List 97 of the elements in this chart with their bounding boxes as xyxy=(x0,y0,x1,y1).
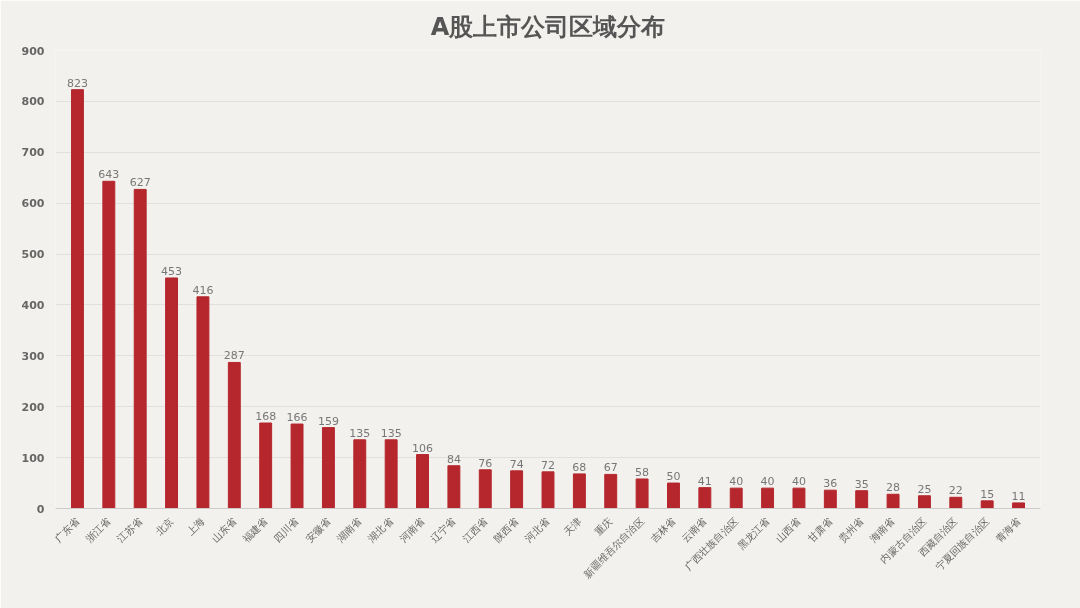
data-label: 643 xyxy=(98,168,120,182)
bar xyxy=(71,89,84,509)
bar xyxy=(635,478,649,509)
data-label: 40 xyxy=(791,475,806,489)
y-tick-label: 0 xyxy=(36,502,45,516)
bar xyxy=(949,496,963,509)
x-tick-label: 广东省 xyxy=(52,515,82,545)
data-label: 67 xyxy=(603,461,618,475)
bar xyxy=(980,500,994,509)
bar xyxy=(165,277,179,509)
x-tick-label: 湖北省 xyxy=(366,515,396,545)
y-tick-label: 300 xyxy=(21,349,45,363)
data-label: 58 xyxy=(635,465,650,479)
x-tick-label: 上海 xyxy=(184,515,207,538)
bar xyxy=(102,180,116,509)
bar xyxy=(478,469,492,509)
y-tick-label: 900 xyxy=(21,44,45,58)
y-tick-label: 700 xyxy=(21,146,45,160)
bar xyxy=(510,470,524,509)
data-label: 135 xyxy=(349,426,371,440)
data-label: 36 xyxy=(823,477,838,491)
bar xyxy=(321,427,335,509)
bar xyxy=(353,439,367,509)
y-tick-label: 200 xyxy=(21,400,45,414)
data-label: 453 xyxy=(161,264,183,278)
x-tick-label: 河北省 xyxy=(522,515,552,545)
bar xyxy=(572,473,586,509)
x-tick-label: 安徽省 xyxy=(303,515,333,545)
bar xyxy=(792,487,806,509)
x-tick-label: 北京 xyxy=(153,515,176,538)
x-tick-label: 甘肃省 xyxy=(805,515,835,545)
data-label: 72 xyxy=(541,458,555,472)
x-tick-label: 浙江省 xyxy=(83,515,113,545)
bar xyxy=(259,422,273,509)
bar xyxy=(196,296,210,509)
data-label: 76 xyxy=(478,456,493,470)
bar xyxy=(855,490,869,509)
data-label: 135 xyxy=(380,426,402,440)
bar xyxy=(133,188,147,509)
y-tick-label: 800 xyxy=(21,95,45,109)
y-tick-label: 500 xyxy=(21,248,45,262)
bar xyxy=(761,487,775,509)
bar xyxy=(541,471,555,509)
x-tick-label: 吉林省 xyxy=(648,515,678,545)
bar xyxy=(823,489,837,509)
y-tick-label: 600 xyxy=(21,197,45,211)
data-label: 68 xyxy=(572,460,587,474)
x-tick-label: 山西省 xyxy=(773,515,803,545)
data-label: 25 xyxy=(917,482,932,496)
x-tick-label: 四川省 xyxy=(271,515,301,545)
data-label: 287 xyxy=(223,349,245,363)
x-tick-label: 山东省 xyxy=(209,515,239,545)
bar xyxy=(917,495,931,509)
data-label: 50 xyxy=(666,470,681,484)
y-tick-label: 100 xyxy=(21,451,45,465)
bar xyxy=(698,487,712,509)
x-tick-label: 湖南省 xyxy=(334,515,364,545)
data-label: 159 xyxy=(317,414,339,428)
bar xyxy=(886,493,900,509)
data-label: 28 xyxy=(886,481,901,495)
data-label: 168 xyxy=(255,410,277,424)
y-tick-label: 400 xyxy=(21,298,45,312)
bar xyxy=(667,482,680,509)
x-tick-label: 青海省 xyxy=(993,515,1023,545)
bar xyxy=(1012,502,1025,509)
x-tick-label: 天津 xyxy=(561,515,584,538)
bar xyxy=(447,465,461,509)
data-label: 106 xyxy=(412,441,434,455)
bar xyxy=(729,487,743,509)
bar xyxy=(416,454,429,509)
bar xyxy=(227,361,241,509)
data-label: 166 xyxy=(286,411,308,425)
data-label: 627 xyxy=(129,176,151,190)
data-label: 11 xyxy=(1011,489,1026,503)
data-label: 40 xyxy=(760,475,775,489)
x-tick-label: 海南省 xyxy=(867,515,897,545)
data-label: 35 xyxy=(854,477,869,491)
x-tick-label: 江苏省 xyxy=(115,515,145,545)
data-label: 823 xyxy=(66,76,88,90)
data-label: 74 xyxy=(509,457,524,471)
x-tick-label: 重庆 xyxy=(592,515,615,538)
bar xyxy=(604,473,618,509)
data-label: 22 xyxy=(948,484,963,498)
bar xyxy=(290,423,304,509)
x-tick-label: 江西省 xyxy=(460,515,490,545)
x-tick-label: 福建省 xyxy=(240,515,270,545)
data-label: 84 xyxy=(446,452,461,466)
data-label: 41 xyxy=(697,474,712,488)
data-label: 416 xyxy=(192,283,214,297)
data-label: 40 xyxy=(729,475,744,489)
x-tick-label: 贵州省 xyxy=(836,515,866,545)
chart-title: A股上市公司区域分布 xyxy=(430,12,666,41)
bar xyxy=(384,439,398,509)
x-tick-label: 河南省 xyxy=(397,515,427,545)
data-label: 15 xyxy=(980,487,995,501)
x-tick-label: 辽宁省 xyxy=(428,515,458,545)
x-tick-label: 陕西省 xyxy=(491,515,521,545)
